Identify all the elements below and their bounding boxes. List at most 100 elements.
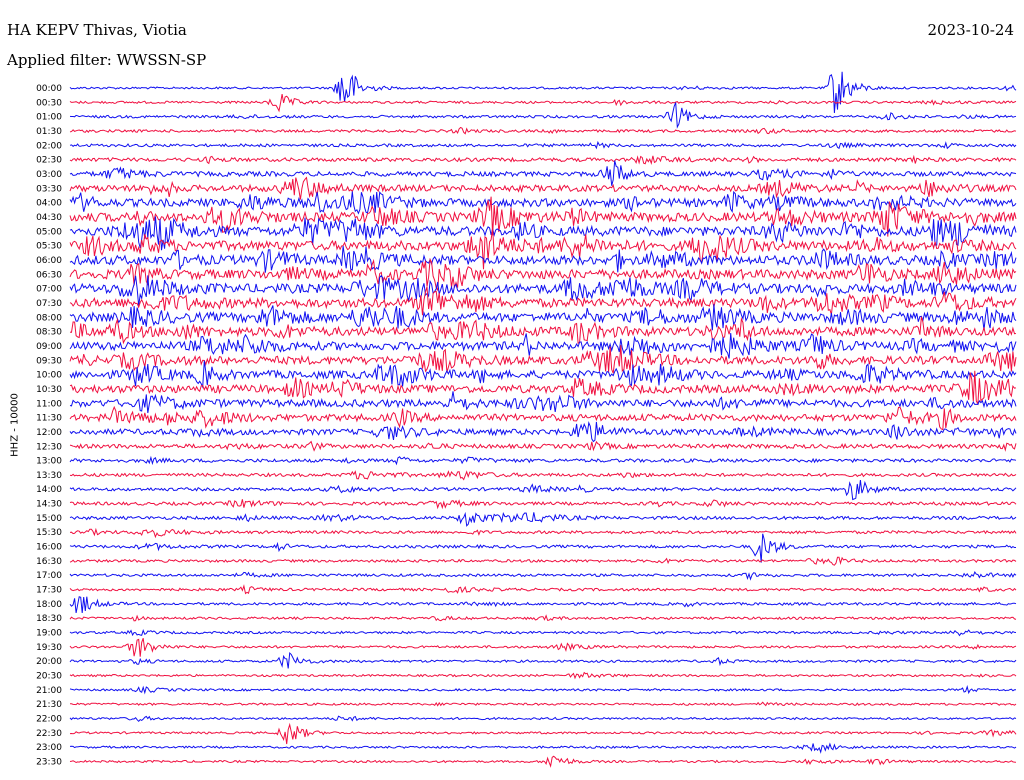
trace-row xyxy=(69,755,1017,768)
trace-row xyxy=(69,304,1017,331)
time-label: 06:30 xyxy=(36,270,62,280)
time-label: 02:00 xyxy=(36,141,62,151)
trace-row xyxy=(69,722,1017,745)
trace-row xyxy=(69,584,1017,595)
trace-row xyxy=(69,316,1017,345)
trace-row xyxy=(69,286,1017,316)
time-label: 14:30 xyxy=(36,500,62,510)
trace-row xyxy=(69,638,1017,657)
time-label: 02:30 xyxy=(36,156,62,166)
time-label: 21:00 xyxy=(36,686,62,696)
trace-row xyxy=(69,440,1017,452)
trace-row xyxy=(69,216,1017,251)
trace-row xyxy=(69,360,1017,389)
time-label: 09:30 xyxy=(36,356,62,366)
time-label: 01:30 xyxy=(36,127,62,137)
time-label: 05:00 xyxy=(36,227,62,237)
trace-row xyxy=(70,701,1017,707)
time-label: 13:00 xyxy=(36,457,62,467)
trace-row xyxy=(69,671,1017,680)
time-label: 11:30 xyxy=(36,414,62,424)
trace-row xyxy=(69,345,1017,374)
time-label: 19:00 xyxy=(36,629,62,639)
time-label: 20:00 xyxy=(36,657,62,667)
time-label: 00:30 xyxy=(36,98,62,108)
trace-row xyxy=(69,227,1017,270)
time-label: 18:00 xyxy=(36,600,62,610)
time-label: 03:00 xyxy=(36,170,62,180)
trace-row xyxy=(69,420,1017,443)
time-label: 22:00 xyxy=(36,715,62,725)
time-label: 12:30 xyxy=(36,442,62,452)
trace-row xyxy=(69,715,1017,723)
trace-row xyxy=(69,651,1017,669)
trace-row xyxy=(69,470,1017,481)
trace-row xyxy=(69,140,1017,150)
time-label: 20:30 xyxy=(36,672,62,682)
trace-row xyxy=(69,571,1017,581)
time-label: 01:00 xyxy=(36,113,62,123)
time-label: 15:30 xyxy=(36,528,62,538)
trace-row xyxy=(69,511,1017,527)
time-label: 21:30 xyxy=(36,700,62,710)
trace-row xyxy=(69,154,1017,165)
time-label: 16:30 xyxy=(36,557,62,567)
trace-row xyxy=(69,685,1016,695)
time-label: 04:00 xyxy=(36,199,62,209)
time-label: 04:30 xyxy=(36,213,62,223)
time-labels: 00:00 00:30 01:00 01:30 02:00 02:30 03:00 03:30… xyxy=(36,84,62,768)
time-label: 08:30 xyxy=(36,328,62,338)
time-label: 15:00 xyxy=(36,514,62,524)
time-label: 14:00 xyxy=(36,485,62,495)
trace-row xyxy=(69,533,1016,563)
filter-label: Applied filter: WWSSN-SP xyxy=(7,51,207,69)
time-label: 17:30 xyxy=(36,586,62,596)
time-label: 18:30 xyxy=(36,614,62,624)
trace-row xyxy=(69,455,1017,466)
trace-row xyxy=(69,742,1017,754)
time-label: 22:30 xyxy=(36,729,62,739)
trace-row xyxy=(69,370,1017,406)
time-label: 10:30 xyxy=(36,385,62,395)
trace-row xyxy=(69,246,1017,273)
time-label: 06:00 xyxy=(36,256,62,266)
time-label: 19:30 xyxy=(36,643,62,653)
station-title: HA KEPV Thivas, Viotia xyxy=(7,21,187,39)
trace-row xyxy=(69,257,1017,292)
trace-row xyxy=(69,176,1017,200)
time-label: 00:00 xyxy=(36,84,62,94)
trace-row xyxy=(69,94,1017,113)
trace-row xyxy=(69,71,1017,114)
time-label: 05:30 xyxy=(36,242,62,252)
trace-row xyxy=(69,391,1017,414)
trace-row xyxy=(69,556,1017,566)
time-label: 07:00 xyxy=(36,285,62,295)
time-label: 12:00 xyxy=(36,428,62,438)
trace-row xyxy=(69,527,1017,539)
time-label: 16:00 xyxy=(36,543,62,553)
trace-row xyxy=(69,190,1017,215)
trace-row xyxy=(69,629,1017,637)
time-label: 13:30 xyxy=(36,471,62,481)
time-label: 17:00 xyxy=(36,571,62,581)
time-label: 08:00 xyxy=(36,313,62,323)
time-label: 03:30 xyxy=(36,184,62,194)
trace-row xyxy=(69,333,1017,359)
trace-row xyxy=(69,160,1017,186)
trace-row xyxy=(69,274,1017,307)
seismic-traces xyxy=(69,71,1017,768)
trace-row xyxy=(69,102,1017,129)
trace-row xyxy=(69,196,1017,237)
trace-row xyxy=(69,596,1017,613)
time-label: 23:30 xyxy=(36,758,62,768)
trace-row xyxy=(69,126,1017,135)
date-label: 2023-10-24 xyxy=(927,21,1014,39)
time-label: 23:00 xyxy=(36,743,62,753)
time-label: 07:30 xyxy=(36,299,62,309)
time-label: 11:00 xyxy=(36,399,62,409)
trace-row xyxy=(69,614,1017,622)
trace-row xyxy=(69,499,1017,510)
time-label: 09:00 xyxy=(36,342,62,352)
trace-row xyxy=(69,479,1017,501)
